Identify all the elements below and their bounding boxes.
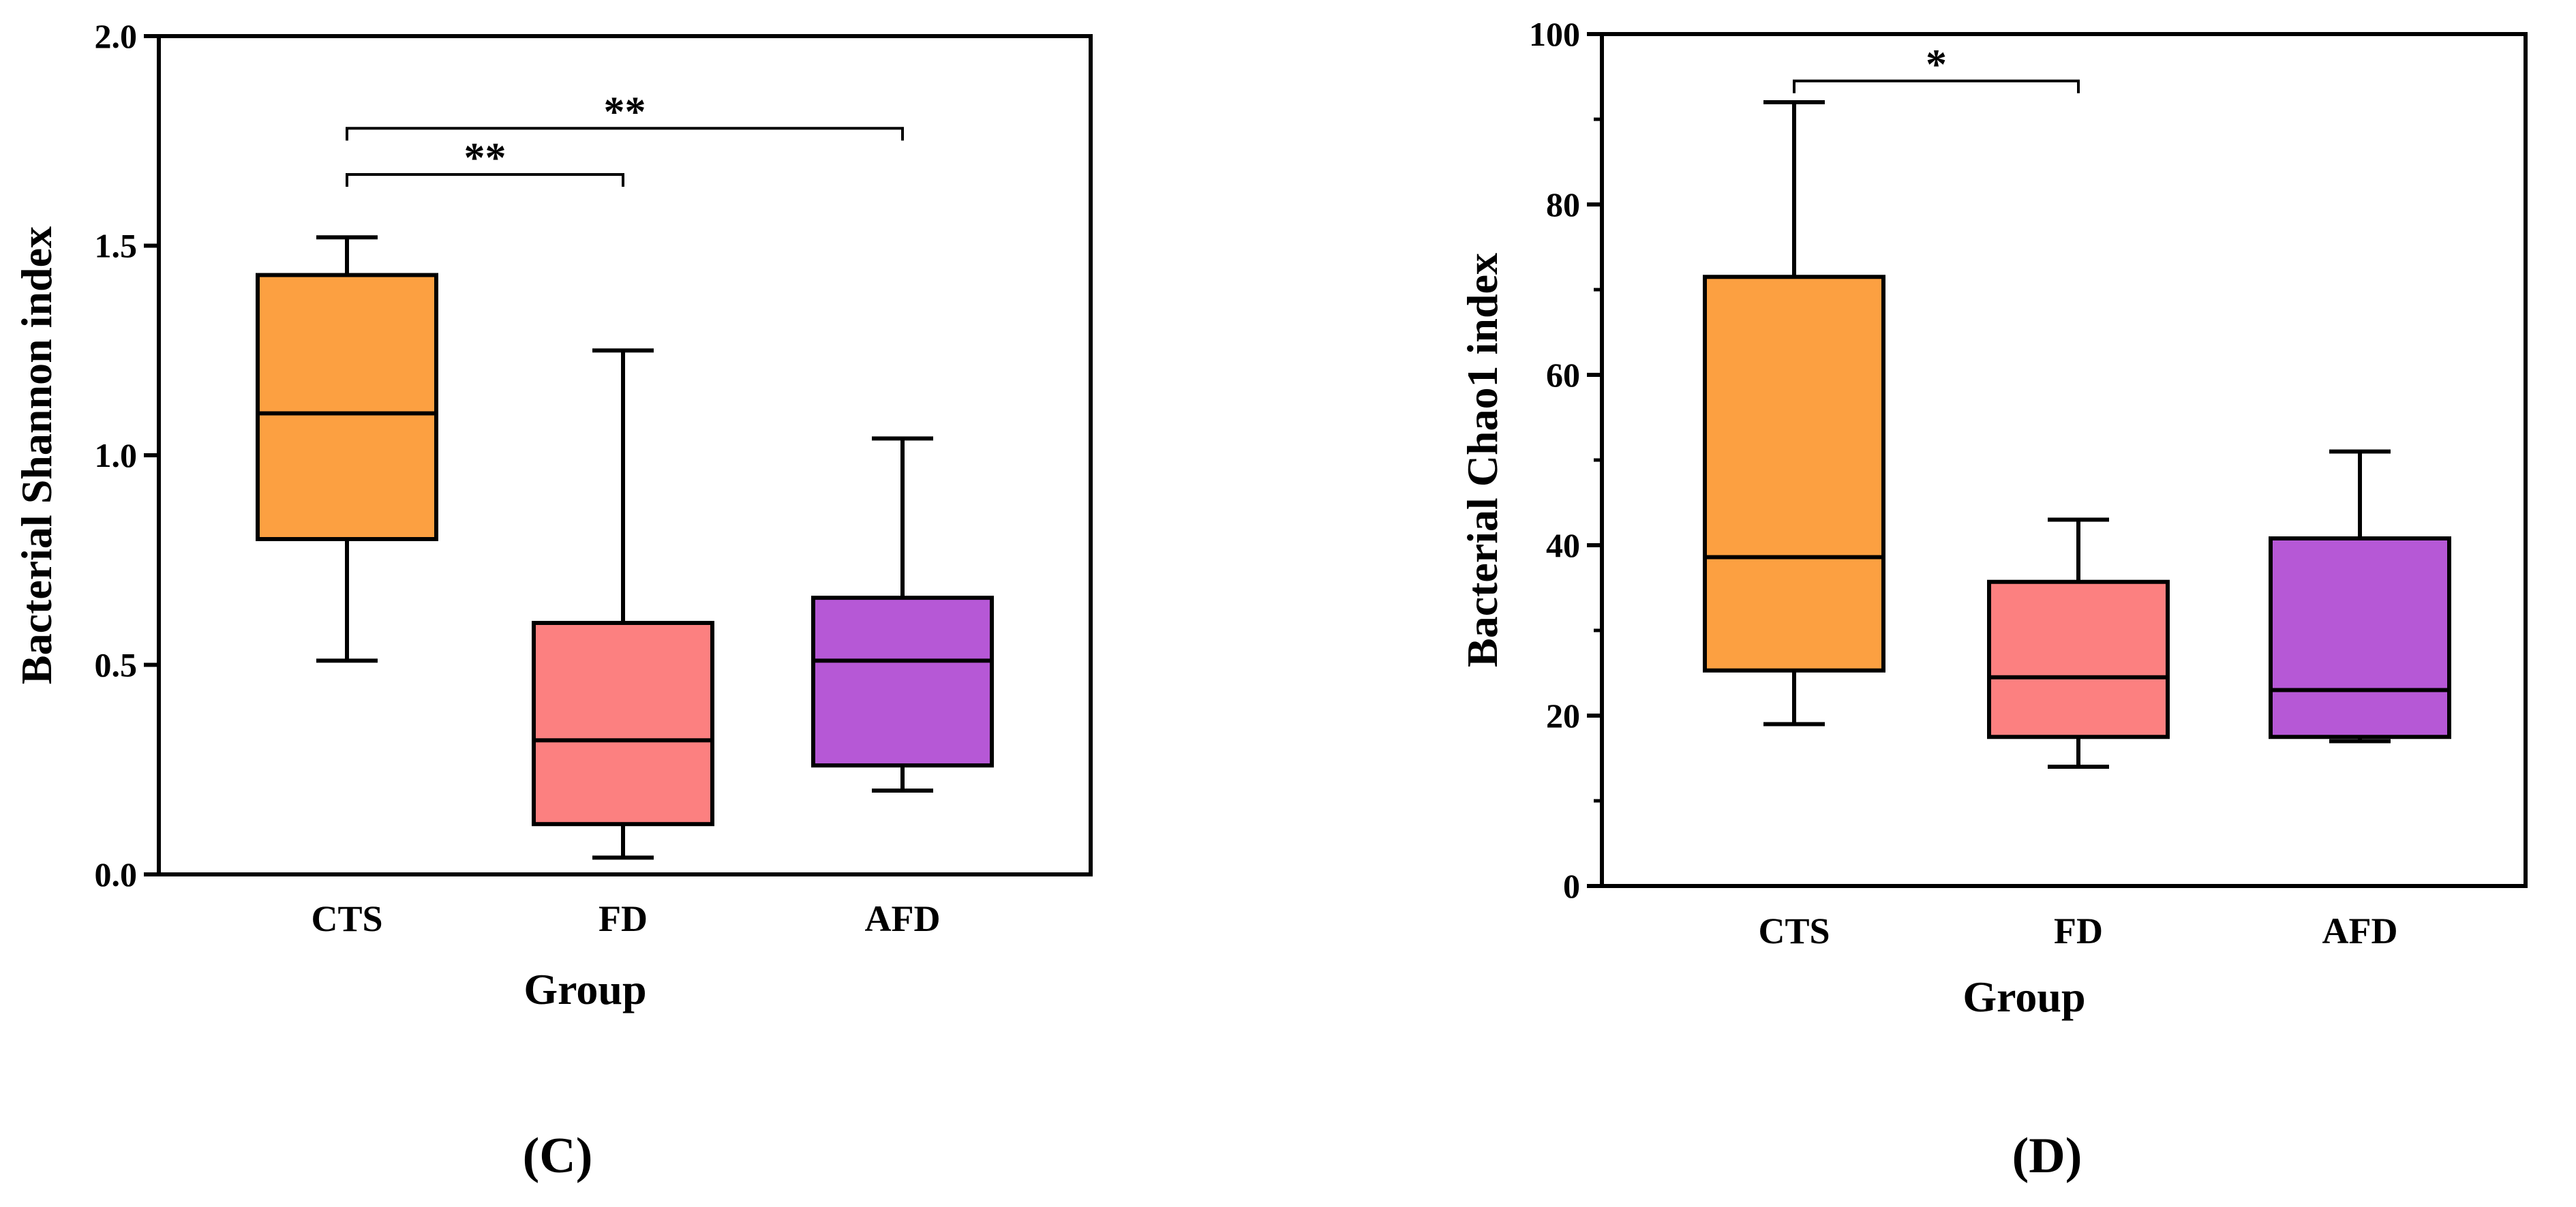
- y-tick-label: 0.5: [95, 646, 138, 684]
- y-tick-label: 2.0: [95, 17, 138, 55]
- significance-bracket: [346, 127, 904, 141]
- y-tick-label: 1.0: [95, 436, 138, 474]
- significance-label: **: [464, 135, 506, 181]
- x-axis-title: Group: [1963, 973, 2085, 1021]
- y-tick-label: 0.0: [95, 855, 138, 893]
- box-afd: [811, 596, 994, 768]
- x-category-label: CTS: [1758, 911, 1830, 951]
- x-category-label: CTS: [311, 898, 382, 939]
- x-category-label: FD: [598, 898, 648, 939]
- box-cts: [256, 273, 438, 541]
- panel-label: (C): [523, 1128, 593, 1184]
- panel-label: (D): [2012, 1128, 2082, 1184]
- y-tick-label: 80: [1546, 185, 1580, 224]
- chart-panel-d: 0 20 40 60 80 100 CTS FD AFD * Bacterial Chao1 ind…: [1458, 15, 2528, 1184]
- y-tick-label: 60: [1546, 356, 1580, 394]
- x-category-label: FD: [2054, 911, 2103, 951]
- box-afd: [2269, 536, 2451, 739]
- box-fd: [532, 621, 714, 827]
- y-tick-label: 1.5: [95, 227, 138, 265]
- y-tick-label: 100: [1529, 15, 1580, 53]
- box-fd: [1987, 579, 2170, 739]
- y-tick-label: 0: [1563, 867, 1580, 905]
- x-axis-title: Group: [524, 965, 646, 1013]
- significance-label: *: [1926, 42, 1947, 88]
- chart-panel-c: 0.0 0.5 1.0 1.5 2.0 CTS FD AFD ** ** Bacterial Sha…: [12, 17, 1093, 1184]
- significance-label: **: [604, 89, 646, 135]
- box-cts: [1703, 275, 1885, 673]
- y-tick-label: 40: [1546, 526, 1580, 564]
- x-category-label: AFD: [2322, 911, 2398, 951]
- significance-bracket: [346, 172, 624, 187]
- y-axis-title: Bacterial Chao1 index: [1458, 253, 1506, 667]
- significance-bracket: [1793, 79, 2080, 93]
- y-tick-label: 20: [1546, 697, 1580, 735]
- x-category-label: AFD: [865, 898, 941, 939]
- y-axis-title: Bacterial Shannon index: [12, 226, 61, 684]
